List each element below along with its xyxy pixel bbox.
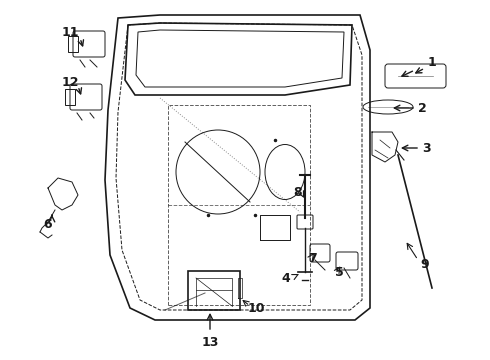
Text: 9: 9 <box>420 258 429 271</box>
Text: 13: 13 <box>201 336 219 348</box>
Text: 2: 2 <box>418 102 427 114</box>
Text: 12: 12 <box>61 76 79 89</box>
Text: 10: 10 <box>248 302 266 315</box>
Text: 7: 7 <box>308 252 317 265</box>
Text: 8: 8 <box>294 185 302 198</box>
Text: 3: 3 <box>422 141 431 154</box>
Text: 4: 4 <box>281 271 290 284</box>
Text: 1: 1 <box>428 55 437 68</box>
Text: 5: 5 <box>335 266 344 279</box>
Text: 6: 6 <box>44 219 52 231</box>
Text: 11: 11 <box>61 26 79 39</box>
